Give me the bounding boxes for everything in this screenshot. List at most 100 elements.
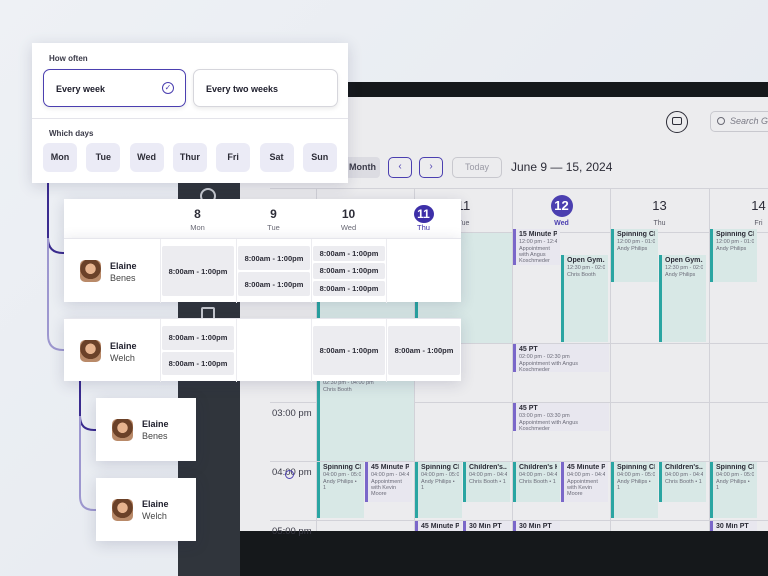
calendar-event[interactable]: 45 Minute PT05:00 pm - 05:45 pmAppointme… bbox=[415, 521, 462, 531]
time-label: 03:00 pm bbox=[272, 408, 312, 419]
staff-card[interactable]: Elaine Benes bbox=[96, 398, 196, 461]
frequency-option[interactable]: Every week ✓ bbox=[43, 69, 186, 107]
date-range: June 9 — 15, 2024 bbox=[511, 160, 613, 174]
day-toggle[interactable]: Sun bbox=[302, 143, 337, 172]
event-title: Spinning Class bbox=[323, 464, 361, 471]
calendar-event[interactable]: 30 Min PT05:00 pm - 05:30 pmAppointment … bbox=[710, 521, 757, 531]
grid-line bbox=[270, 402, 768, 403]
day-number: 12 bbox=[550, 195, 573, 217]
shift-block[interactable]: 8:00am - 1:00pm bbox=[162, 326, 234, 350]
calendar-event[interactable]: Spinning Class12:00 pm - 01:00 pmAndy Ph… bbox=[710, 229, 757, 282]
event-time: 04:00 pm - 05:00 pm bbox=[323, 472, 361, 478]
column-day: Thu bbox=[417, 223, 430, 232]
column-divider bbox=[311, 319, 312, 382]
day-number: 14 bbox=[751, 198, 766, 213]
prev-button[interactable]: ‹ bbox=[388, 157, 412, 178]
event-time: 12:00 pm - 01:00 pm bbox=[716, 239, 754, 245]
event-time: 12:30 pm - 02:00 pm bbox=[665, 265, 703, 271]
event-detail: Chris Booth • 1 bbox=[469, 479, 506, 485]
column-date: 8 bbox=[194, 207, 201, 221]
calendar-event[interactable]: 45 Minute PT04:00 pm - 04:45 pmAppointme… bbox=[365, 462, 412, 502]
schedule-row: Elaine Welch 8:00am - 1:00pm 8:00am - 1:00p… bbox=[64, 318, 461, 382]
shift-block[interactable]: 8:00am - 1:00pm bbox=[238, 272, 310, 296]
event-detail: Chris Booth bbox=[567, 272, 596, 278]
event-time: 02:30 pm - 04:00 pm bbox=[323, 380, 374, 386]
search-placeholder: Search G bbox=[730, 116, 768, 126]
calendar-event[interactable]: Spinning Class04:00 pm - 05:00 pmAndy Ph… bbox=[317, 462, 364, 518]
event-detail: Chris Booth bbox=[323, 387, 352, 393]
calendar-event[interactable]: Spinning Class12:00 pm - 01:00 pmAndy Ph… bbox=[611, 229, 658, 282]
chat-button[interactable] bbox=[666, 111, 688, 133]
calendar-event[interactable]: Open Gym...12:30 pm - 02:00 pmAndy Phili… bbox=[659, 255, 706, 342]
column-day: Mon bbox=[190, 223, 205, 232]
calendar-event[interactable]: Spinning Class04:00 pm - 05:00 pmAndy Ph… bbox=[415, 462, 462, 518]
staff-card[interactable]: Elaine Welch bbox=[96, 478, 196, 541]
avatar bbox=[80, 260, 101, 282]
event-title: 45 PT bbox=[519, 346, 538, 353]
column-divider bbox=[160, 319, 161, 382]
divider bbox=[32, 118, 348, 119]
column-date: 9 bbox=[270, 207, 277, 221]
calendar-event[interactable]: Spinning Class04:00 pm - 05:00 pmAndy Ph… bbox=[710, 462, 757, 518]
event-title: Open Gym... bbox=[567, 257, 605, 264]
event-time: 12:30 pm - 02:00 pm bbox=[567, 265, 605, 271]
view-button[interactable]: Month bbox=[340, 157, 380, 178]
calendar-event[interactable]: 30 Min PT05:00 pm - 05:30 pmAppointment … bbox=[513, 521, 560, 531]
grid-line bbox=[610, 188, 611, 531]
day-name: Thu bbox=[653, 220, 666, 227]
event-detail: Andy Philips • 1 bbox=[716, 479, 750, 491]
day-toggle[interactable]: Wed bbox=[129, 143, 164, 172]
day-toggle[interactable]: Tue bbox=[86, 143, 121, 172]
event-time: 12:00 pm - 12:45 pm bbox=[519, 239, 557, 245]
event-title: Children's... bbox=[665, 464, 703, 471]
event-title: Spinning Class bbox=[716, 464, 754, 471]
event-detail: Appointment with Angus Koschmeder bbox=[519, 246, 550, 264]
shift-block[interactable]: 8:00am - 1:00pm bbox=[313, 280, 385, 296]
column-divider bbox=[236, 239, 237, 303]
chat-icon bbox=[672, 117, 682, 125]
day-toggle[interactable]: Thur bbox=[172, 143, 207, 172]
grid-line bbox=[270, 520, 768, 521]
column-day: Wed bbox=[340, 223, 357, 232]
calendar-event[interactable]: 45 PT 03:00 pm - 03:30 pm Appointment with… bbox=[513, 403, 609, 431]
frequency-option[interactable]: Every two weeks bbox=[193, 69, 338, 107]
day-toggle[interactable]: Fri bbox=[216, 143, 251, 172]
shift-block[interactable]: 8:00am - 1:00pm bbox=[313, 246, 385, 262]
header-divider bbox=[270, 188, 768, 189]
shift-block[interactable]: 8:00am - 1:00pm bbox=[388, 326, 460, 375]
today-button[interactable]: Today bbox=[452, 157, 502, 178]
grid-line bbox=[512, 188, 513, 531]
search-box[interactable]: Search G bbox=[710, 111, 768, 132]
calendar-event[interactable]: 30 Min PT05:00 pm - 05:30 pmAppointment … bbox=[463, 521, 510, 531]
column-divider bbox=[160, 239, 161, 303]
calendar-event[interactable]: Spinning Class04:00 pm - 05:00 pmAndy Ph… bbox=[611, 462, 658, 518]
event-title: 15 Minute PT bbox=[519, 231, 557, 238]
event-time: 04:00 pm - 05:00 pm bbox=[421, 472, 459, 478]
day-toggle[interactable]: Sat bbox=[259, 143, 294, 172]
calendar-event[interactable]: Children's Kara...04:00 pm - 04:45 pmChr… bbox=[513, 462, 560, 502]
day-toggle[interactable]: Mon bbox=[43, 143, 77, 172]
event-time: 04:00 pm - 04:45 pm bbox=[519, 472, 557, 478]
grid-line bbox=[270, 343, 768, 344]
calendar-event[interactable]: 45 Minute PT04:00 pm - 04:45 pmAppointme… bbox=[561, 462, 608, 502]
section-title: Which days bbox=[49, 129, 94, 138]
calendar-event[interactable]: 15 Minute PT12:00 pm - 12:45 pmAppointme… bbox=[513, 229, 560, 265]
section-title: How often bbox=[49, 54, 88, 63]
staff-first-name: Elaine bbox=[142, 419, 169, 429]
calendar-event[interactable]: 02:30 pm - 04:00 pm Chris Booth bbox=[317, 377, 413, 407]
next-button[interactable]: › bbox=[419, 157, 443, 178]
shift-block[interactable]: 8:00am - 1:00pm bbox=[162, 351, 234, 375]
shift-block[interactable]: 8:00am - 1:00pm bbox=[313, 263, 385, 279]
calendar-event[interactable]: 45 PT 02:00 pm - 02:30 pm Appointment with… bbox=[513, 344, 609, 372]
frequency-card: How often Every week ✓ Every two weeks Which… bbox=[32, 43, 348, 183]
column-divider bbox=[311, 239, 312, 303]
shift-block[interactable]: 8:00am - 1:00pm bbox=[238, 246, 310, 270]
option-label: Every week bbox=[56, 84, 106, 94]
event-time: 03:00 pm - 03:30 pm bbox=[519, 413, 570, 419]
column-divider bbox=[386, 239, 387, 303]
shift-block[interactable]: 8:00am - 1:00pm bbox=[313, 326, 385, 375]
shift-block[interactable]: 8:00am - 1:00pm bbox=[162, 246, 234, 296]
